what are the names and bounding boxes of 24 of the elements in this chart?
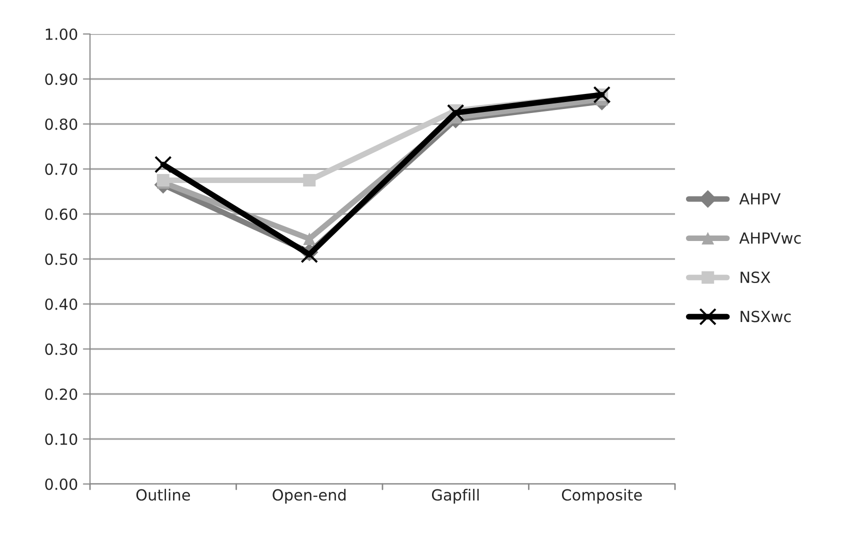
point bbox=[303, 232, 316, 245]
y-tick-label: 0.70 bbox=[45, 163, 78, 176]
point bbox=[154, 156, 172, 174]
legend-label: NSXwc bbox=[740, 310, 791, 322]
y-tick-label: 0.60 bbox=[45, 208, 78, 220]
x-tick-label: Gapfill bbox=[432, 488, 479, 504]
point bbox=[303, 174, 316, 186]
y-tick-label: 0.30 bbox=[45, 343, 78, 356]
y-tick-label: 0.10 bbox=[45, 433, 78, 446]
x-tick-label: Open-end bbox=[272, 488, 346, 504]
x-tick-label: Composite bbox=[562, 488, 642, 504]
y-tick-label: 0.90 bbox=[45, 73, 78, 86]
y-tick-label: 0.40 bbox=[45, 298, 78, 310]
point bbox=[156, 174, 170, 186]
y-tick-label: 0.80 bbox=[45, 118, 78, 130]
y-tick-label: 1.00 bbox=[46, 28, 78, 40]
legend-label: NSX bbox=[740, 271, 770, 284]
legend-label: AHPVwc bbox=[739, 232, 801, 244]
y-tick-label: 0.00 bbox=[45, 478, 78, 490]
y-tick-label: 0.20 bbox=[45, 388, 78, 400]
point bbox=[446, 104, 464, 122]
x-tick-label: Outline bbox=[136, 488, 190, 501]
legend-label: AHPV bbox=[739, 193, 781, 204]
y-tick-label: 0.50 bbox=[45, 253, 78, 266]
